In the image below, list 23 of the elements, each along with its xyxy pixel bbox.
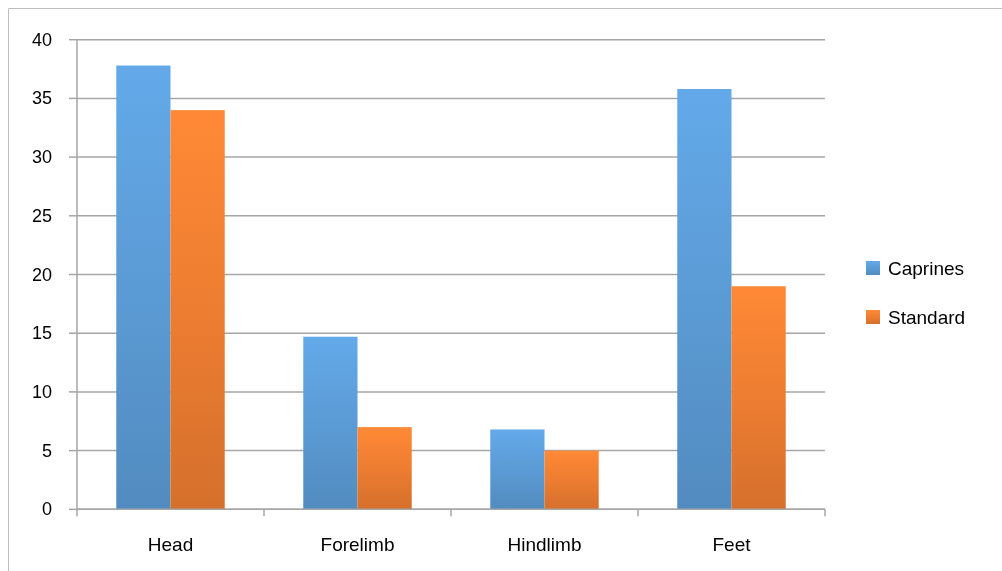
- y-tick-label: 10: [31, 381, 52, 402]
- x-tick-label: Hindlimb: [507, 533, 582, 555]
- x-tick-label: Forelimb: [320, 533, 395, 555]
- bar: [677, 89, 732, 510]
- x-tick-label: Feet: [712, 533, 752, 555]
- bar: [731, 286, 786, 510]
- bar: [544, 450, 599, 510]
- y-tick-label: 20: [31, 264, 52, 285]
- legend-label: Standard: [888, 306, 966, 328]
- bar: [303, 336, 358, 510]
- y-tick-label: 5: [41, 440, 52, 461]
- bar: [490, 429, 545, 510]
- y-tick-label: 25: [31, 205, 52, 226]
- bar: [170, 110, 225, 510]
- y-tick-label: 40: [31, 29, 52, 50]
- legend-label: Caprines: [888, 257, 965, 279]
- bar: [116, 65, 171, 510]
- y-tick-label: 15: [31, 323, 52, 344]
- y-tick-label: 0: [41, 499, 52, 520]
- y-tick-label: 30: [31, 147, 52, 168]
- y-tick-label: 35: [31, 88, 52, 109]
- x-tick-label: Head: [147, 533, 194, 555]
- bar: [357, 427, 412, 510]
